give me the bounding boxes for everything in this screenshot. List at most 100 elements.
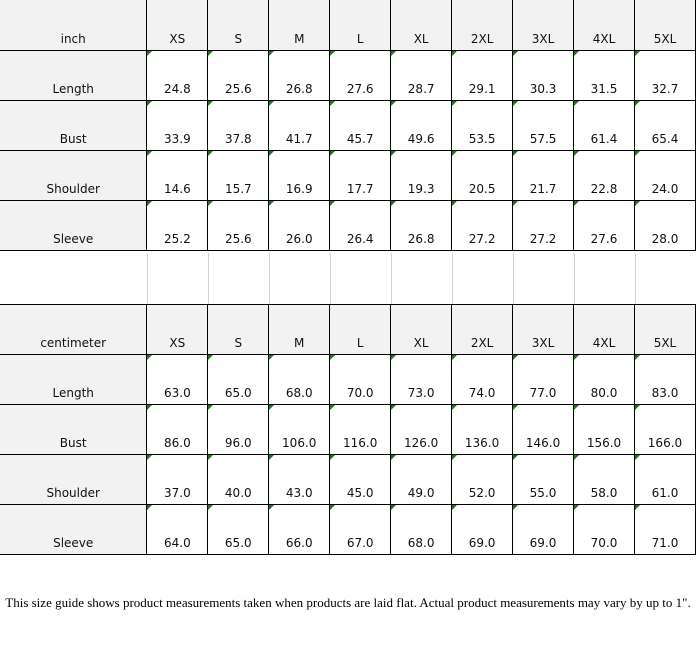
- measurement-value: 15.7: [207, 149, 270, 201]
- table-row: Sleeve 25.2 25.6 26.0 26.4 26.8 27.2 27.2 27.6 28…: [0, 199, 696, 251]
- header-row: centimeter XS S M L XL 2XL 3XL 4XL 5XL: [0, 304, 696, 355]
- measurement-label: Shoulder: [0, 149, 148, 201]
- measurement-value: 14.6: [146, 149, 209, 201]
- measurement-value: 22.8: [573, 149, 635, 201]
- size-header: 3XL: [512, 0, 575, 51]
- table-row: Bust 86.0 96.0 106.0 116.0 126.0 136.0 146.0 156…: [0, 404, 696, 455]
- measurement-value: 52.0: [451, 454, 514, 505]
- measurement-value: 32.7: [634, 49, 696, 101]
- measurement-value: 96.0: [207, 404, 270, 455]
- measurement-value: 16.9: [268, 149, 331, 201]
- table-row: Shoulder 14.6 15.7 16.9 17.7 19.3 20.5 21.7 22.8…: [0, 149, 696, 201]
- measurement-label: Length: [0, 49, 148, 101]
- measurement-value: 33.9: [146, 99, 209, 151]
- size-header: 4XL: [573, 304, 635, 355]
- spacer-row: [0, 253, 696, 304]
- gridline: [330, 253, 331, 304]
- size-header: L: [329, 304, 392, 355]
- measurement-label: Bust: [0, 99, 148, 151]
- measurement-value: 30.3: [512, 49, 575, 101]
- measurement-value: 37.0: [146, 454, 209, 505]
- measurement-value: 65.0: [207, 504, 270, 555]
- measurement-value: 25.2: [146, 199, 209, 251]
- measurement-value: 63.0: [146, 354, 209, 405]
- measurement-label: Bust: [0, 404, 148, 455]
- measurement-value: 28.7: [390, 49, 453, 101]
- size-header: L: [329, 0, 392, 51]
- gridline: [513, 253, 514, 304]
- measurement-value: 27.6: [573, 199, 635, 251]
- measurement-value: 21.7: [512, 149, 575, 201]
- measurement-value: 26.8: [390, 199, 453, 251]
- size-header: S: [207, 304, 270, 355]
- measurement-value: 106.0: [268, 404, 331, 455]
- measurement-value: 69.0: [512, 504, 575, 555]
- measurement-value: 61.0: [633, 454, 696, 505]
- table-row: Bust 33.9 37.8 41.7 45.7 49.6 53.5 57.5 61.4 65.4: [0, 99, 696, 151]
- measurement-value: 68.0: [390, 504, 453, 555]
- measurement-value: 86.0: [146, 404, 209, 455]
- measurement-value: 24.8: [146, 49, 209, 101]
- size-header: XL: [390, 304, 453, 355]
- size-header: 3XL: [512, 304, 575, 355]
- measurement-value: 70.0: [329, 354, 392, 405]
- measurement-value: 136.0: [451, 404, 514, 455]
- measurement-value: 55.0: [512, 454, 575, 505]
- size-header: M: [268, 0, 331, 51]
- measurement-value: 166.0: [633, 404, 696, 455]
- gridline: [208, 253, 209, 304]
- measurement-value: 37.8: [207, 99, 270, 151]
- measurement-value: 40.0: [207, 454, 270, 505]
- table-row: Shoulder 37.0 40.0 43.0 45.0 49.0 52.0 55.0 58.0…: [0, 454, 696, 505]
- measurement-value: 29.1: [451, 49, 514, 101]
- size-header: 2XL: [451, 0, 514, 51]
- size-header: XS: [146, 304, 209, 355]
- measurement-value: 70.0: [573, 504, 635, 555]
- measurement-value: 69.0: [451, 504, 514, 555]
- measurement-value: 156.0: [573, 404, 635, 455]
- measurement-value: 31.5: [573, 49, 635, 101]
- measurement-value: 73.0: [390, 354, 453, 405]
- measurement-value: 83.0: [633, 354, 696, 405]
- measurement-value: 58.0: [573, 454, 635, 505]
- size-header: 5XL: [634, 0, 696, 51]
- size-header: 4XL: [573, 0, 635, 51]
- table-row: Length 63.0 65.0 68.0 70.0 73.0 74.0 77.0 80.0 83…: [0, 354, 696, 405]
- measurement-value: 49.0: [390, 454, 453, 505]
- inch-size-table: inch XS S M L XL 2XL 3XL 4XL 5XL Length 24.8 25.6 26.…: [0, 0, 696, 251]
- measurement-value: 27.2: [512, 199, 575, 251]
- measurement-value: 77.0: [512, 354, 575, 405]
- measurement-value: 53.5: [451, 99, 514, 151]
- measurement-value: 25.6: [207, 199, 270, 251]
- measurement-label: Shoulder: [0, 454, 148, 505]
- gridline: [452, 253, 453, 304]
- gridline: [574, 253, 575, 304]
- measurement-value: 43.0: [268, 454, 331, 505]
- measurement-value: 28.0: [634, 199, 696, 251]
- measurement-value: 45.0: [329, 454, 392, 505]
- measurement-value: 65.4: [634, 99, 696, 151]
- measurement-value: 17.7: [329, 149, 392, 201]
- size-header: XS: [146, 0, 209, 51]
- size-header: 2XL: [451, 304, 514, 355]
- gridline: [635, 253, 636, 304]
- size-header: S: [207, 0, 270, 51]
- measurement-label: Length: [0, 354, 148, 405]
- measurement-value: 19.3: [390, 149, 453, 201]
- measurement-value: 64.0: [146, 504, 209, 555]
- unit-label: inch: [0, 0, 148, 51]
- measurement-value: 146.0: [512, 404, 575, 455]
- measurement-value: 26.8: [268, 49, 331, 101]
- measurement-value: 65.0: [207, 354, 270, 405]
- measurement-value: 71.0: [633, 504, 696, 555]
- measurement-label: Sleeve: [0, 504, 148, 555]
- measurement-value: 20.5: [451, 149, 514, 201]
- gridline: [147, 253, 148, 304]
- measurement-value: 80.0: [573, 354, 635, 405]
- measurement-value: 26.0: [268, 199, 331, 251]
- header-row: inch XS S M L XL 2XL 3XL 4XL 5XL: [0, 0, 696, 51]
- measurement-value: 57.5: [512, 99, 575, 151]
- measurement-value: 67.0: [329, 504, 392, 555]
- measurement-value: 126.0: [390, 404, 453, 455]
- measurement-value: 116.0: [329, 404, 392, 455]
